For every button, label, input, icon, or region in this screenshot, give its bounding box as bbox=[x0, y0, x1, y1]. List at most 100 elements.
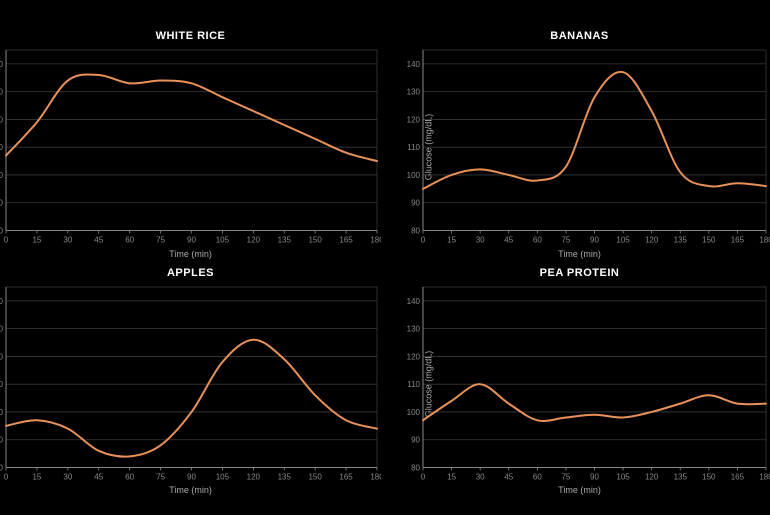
svg-text:80: 80 bbox=[411, 463, 420, 472]
chart-white-rice: WHITE RICE 80901001101201301400153045607… bbox=[0, 30, 381, 259]
svg-text:90: 90 bbox=[187, 472, 196, 481]
chart-svg: 80 90 100 110 120 130 140 0 15 30 45 60 75 90 105 120 13… bbox=[389, 285, 770, 484]
svg-text:30: 30 bbox=[476, 236, 485, 245]
svg-text:165: 165 bbox=[339, 472, 353, 481]
svg-text:100: 100 bbox=[407, 171, 421, 180]
chart-svg: 8090100110120130140015304560759010512013… bbox=[0, 48, 381, 247]
svg-text:15: 15 bbox=[32, 472, 41, 481]
svg-text:80: 80 bbox=[411, 227, 420, 236]
svg-text:75: 75 bbox=[561, 236, 570, 245]
svg-text:135: 135 bbox=[674, 236, 688, 245]
svg-text:105: 105 bbox=[216, 236, 230, 245]
svg-text:90: 90 bbox=[0, 199, 4, 208]
svg-text:105: 105 bbox=[216, 472, 230, 481]
svg-text:180: 180 bbox=[759, 236, 770, 245]
svg-text:15: 15 bbox=[32, 236, 41, 245]
svg-text:75: 75 bbox=[561, 472, 570, 481]
chart-svg: 80 90 100 110 120 130 140 0 15 30 45 60 75 90 105 120 13… bbox=[389, 48, 770, 247]
svg-text:100: 100 bbox=[0, 407, 4, 416]
x-axis-label: Time (min) bbox=[389, 249, 770, 259]
svg-text:120: 120 bbox=[407, 115, 421, 124]
svg-text:130: 130 bbox=[0, 324, 4, 333]
svg-text:100: 100 bbox=[407, 407, 421, 416]
svg-text:140: 140 bbox=[407, 296, 421, 305]
svg-text:120: 120 bbox=[407, 352, 421, 361]
svg-text:180: 180 bbox=[370, 472, 381, 481]
svg-text:150: 150 bbox=[308, 236, 322, 245]
svg-text:90: 90 bbox=[411, 435, 420, 444]
svg-text:45: 45 bbox=[94, 472, 103, 481]
svg-text:180: 180 bbox=[370, 236, 381, 245]
svg-text:100: 100 bbox=[0, 171, 4, 180]
svg-text:60: 60 bbox=[533, 472, 542, 481]
chart-title: BANANAS bbox=[389, 30, 770, 42]
svg-text:0: 0 bbox=[4, 472, 9, 481]
svg-text:130: 130 bbox=[407, 324, 421, 333]
svg-text:90: 90 bbox=[187, 236, 196, 245]
svg-text:60: 60 bbox=[125, 472, 134, 481]
svg-text:180: 180 bbox=[759, 472, 770, 481]
svg-text:30: 30 bbox=[63, 472, 72, 481]
svg-text:120: 120 bbox=[645, 236, 659, 245]
svg-text:150: 150 bbox=[702, 472, 716, 481]
svg-text:120: 120 bbox=[0, 115, 4, 124]
svg-text:60: 60 bbox=[125, 236, 134, 245]
svg-text:45: 45 bbox=[94, 236, 103, 245]
svg-text:150: 150 bbox=[308, 472, 322, 481]
svg-text:0: 0 bbox=[421, 472, 426, 481]
chart-title: WHITE RICE bbox=[0, 30, 381, 42]
svg-text:15: 15 bbox=[447, 236, 456, 245]
svg-text:120: 120 bbox=[247, 236, 261, 245]
svg-text:130: 130 bbox=[0, 88, 4, 97]
x-axis-label: Time (min) bbox=[0, 485, 381, 495]
svg-text:105: 105 bbox=[616, 472, 630, 481]
svg-text:165: 165 bbox=[339, 236, 353, 245]
svg-text:135: 135 bbox=[674, 472, 688, 481]
svg-text:140: 140 bbox=[407, 60, 421, 69]
chart-body: 80 90 100 110 120 130 140 0 15 30 45 60 75 90 105 120 13… bbox=[0, 285, 381, 484]
svg-text:130: 130 bbox=[407, 88, 421, 97]
chart-apples: APPLES 80 90 100 110 120 130 140 0 15 30 45 60 75 90 1… bbox=[0, 267, 381, 496]
chart-bananas: BANANAS Glucose (mg/dL) 8090100110120130… bbox=[389, 30, 770, 259]
chart-body: 8090100110120130140015304560759010512013… bbox=[0, 48, 381, 247]
svg-text:150: 150 bbox=[702, 236, 716, 245]
svg-text:45: 45 bbox=[504, 236, 513, 245]
svg-text:80: 80 bbox=[0, 463, 4, 472]
svg-text:90: 90 bbox=[411, 199, 420, 208]
svg-text:75: 75 bbox=[156, 472, 165, 481]
svg-text:165: 165 bbox=[731, 236, 745, 245]
svg-text:110: 110 bbox=[0, 380, 4, 389]
svg-text:60: 60 bbox=[533, 236, 542, 245]
svg-text:0: 0 bbox=[421, 236, 426, 245]
svg-text:30: 30 bbox=[476, 472, 485, 481]
svg-text:110: 110 bbox=[0, 143, 4, 152]
chart-svg: 80 90 100 110 120 130 140 0 15 30 45 60 75 90 105 120 13… bbox=[0, 285, 381, 484]
chart-pea-protein: PEA PROTEIN Glucose (mg/dL) 809010011012… bbox=[389, 267, 770, 496]
svg-text:110: 110 bbox=[407, 143, 420, 152]
chart-body: Glucose (mg/dL) 809010011012013014001530… bbox=[389, 285, 770, 484]
svg-text:90: 90 bbox=[0, 435, 4, 444]
svg-text:135: 135 bbox=[278, 472, 292, 481]
svg-text:120: 120 bbox=[0, 352, 4, 361]
svg-text:30: 30 bbox=[63, 236, 72, 245]
svg-text:90: 90 bbox=[590, 472, 599, 481]
svg-text:135: 135 bbox=[278, 236, 292, 245]
x-axis-label: Time (min) bbox=[389, 485, 770, 495]
chart-grid: WHITE RICE 80 90 100 110 120 130 140 0 15 30 45 60 7… bbox=[0, 0, 770, 515]
svg-text:105: 105 bbox=[616, 236, 630, 245]
chart-body: Glucose (mg/dL) 809010011012013014001530… bbox=[389, 48, 770, 247]
svg-text:75: 75 bbox=[156, 236, 165, 245]
svg-text:45: 45 bbox=[504, 472, 513, 481]
chart-title: PEA PROTEIN bbox=[389, 267, 770, 279]
svg-text:120: 120 bbox=[645, 472, 659, 481]
svg-text:140: 140 bbox=[0, 60, 4, 69]
svg-text:140: 140 bbox=[0, 296, 4, 305]
svg-text:110: 110 bbox=[407, 380, 420, 389]
svg-text:80: 80 bbox=[0, 227, 4, 236]
svg-text:120: 120 bbox=[247, 472, 261, 481]
svg-text:15: 15 bbox=[447, 472, 456, 481]
svg-text:165: 165 bbox=[731, 472, 745, 481]
x-axis-label: Time (min) bbox=[0, 249, 381, 259]
svg-text:90: 90 bbox=[590, 236, 599, 245]
chart-title: APPLES bbox=[0, 267, 381, 279]
